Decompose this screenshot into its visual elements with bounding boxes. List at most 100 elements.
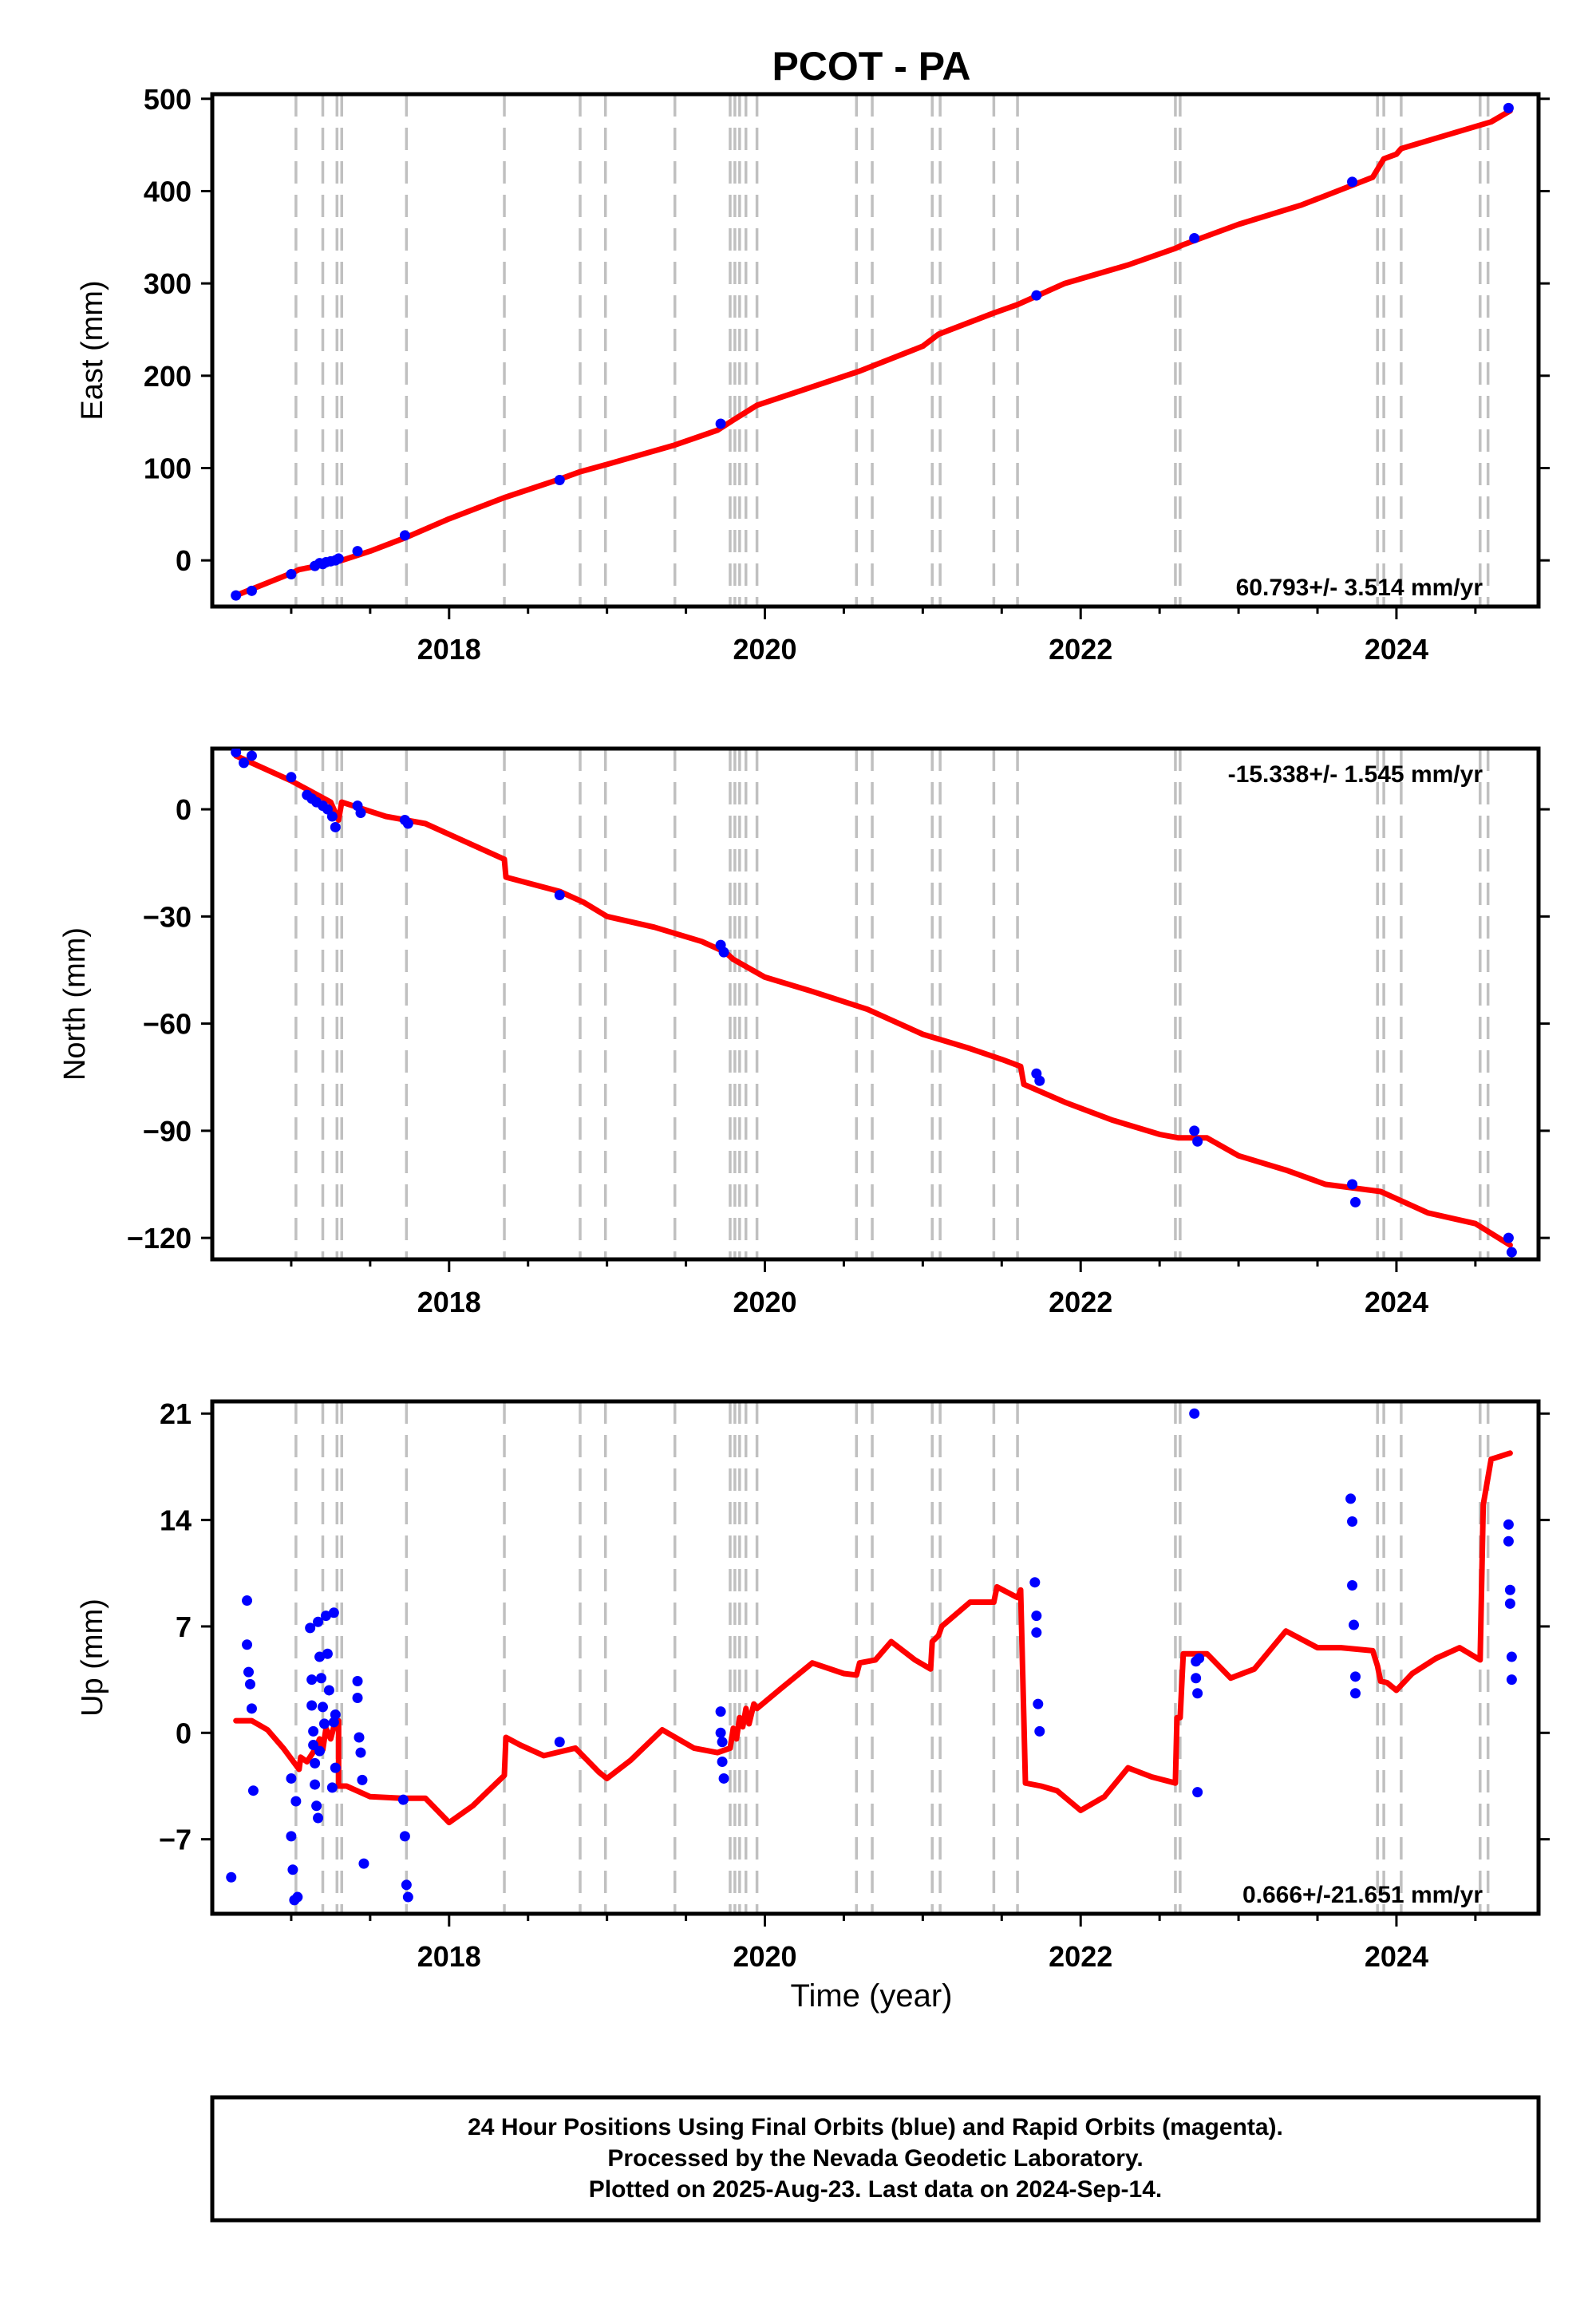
up-data-point (330, 1709, 341, 1720)
up-xtick-label: 2024 (1365, 1940, 1428, 1973)
north-data-point (239, 757, 250, 769)
east-data-layer (231, 102, 1514, 601)
up-data-point (243, 1666, 255, 1678)
up-data-layer (226, 1408, 1517, 1906)
east-data-point (1503, 102, 1514, 113)
north-data-point (1349, 1196, 1361, 1207)
north-data-point (1347, 1179, 1358, 1190)
up-xtick-label: 2022 (1049, 1940, 1112, 1973)
up-data-point (323, 1685, 334, 1696)
east-ytick-label: 100 (144, 452, 192, 484)
north-ytick-label: −120 (127, 1222, 192, 1255)
east-ytick-label: 0 (176, 544, 192, 577)
up-panel: 21 14 7 0 −7 2018 2020 2022 2024 Up (mm) 0.666+/-2… (76, 1397, 1550, 1973)
east-data-point (246, 585, 257, 596)
east-panel: 0 100 200 300 400 500 2018 2020 2022 2024 East (mm… (76, 83, 1550, 666)
up-data-point (1349, 1671, 1361, 1682)
east-ytick-label: 500 (144, 83, 192, 116)
north-data-point (231, 749, 242, 757)
up-data-point (314, 1651, 326, 1662)
up-data-point (715, 1706, 726, 1717)
up-data-point (286, 1773, 297, 1784)
east-xtick-label: 2022 (1049, 633, 1112, 666)
north-data-layer (231, 749, 1517, 1258)
up-data-point (246, 1703, 257, 1714)
north-data-point (330, 821, 341, 832)
up-data-point (316, 1673, 327, 1684)
north-data-point (1034, 1075, 1045, 1086)
up-data-point (355, 1747, 366, 1758)
east-data-point (231, 590, 242, 601)
north-y-axis-label: North (mm) (58, 927, 92, 1081)
north-data-point (402, 818, 413, 829)
up-data-point (310, 1757, 321, 1769)
up-data-point (318, 1718, 330, 1729)
up-data-point (305, 1622, 316, 1634)
east-xtick-label: 2018 (417, 633, 481, 666)
up-data-point (717, 1756, 728, 1767)
up-data-point (1031, 1611, 1042, 1622)
up-data-point (322, 1648, 333, 1659)
up-data-point (357, 1774, 368, 1785)
east-xtick-label: 2024 (1365, 633, 1428, 666)
up-frame (210, 1399, 1541, 1916)
east-data-point (1031, 290, 1042, 301)
up-data-point (1504, 1598, 1515, 1609)
up-data-point (328, 1607, 339, 1618)
up-y-axis-label: Up (mm) (76, 1599, 109, 1717)
up-data-point (1194, 1653, 1205, 1664)
east-data-point (1189, 232, 1200, 243)
up-data-point (1034, 1725, 1045, 1737)
up-data-point (1345, 1493, 1357, 1504)
north-data-point (286, 772, 297, 783)
up-data-point (399, 1831, 410, 1842)
east-data-point (286, 569, 297, 580)
up-ytick-label: 7 (176, 1611, 192, 1643)
footer-box: 24 Hour Positions Using Final Orbits (bl… (210, 2095, 1541, 2223)
north-data-point (1506, 1247, 1517, 1258)
up-data-point (1503, 1519, 1514, 1530)
chart-title: PCOT - PA (772, 44, 970, 89)
up-data-point (320, 1611, 331, 1622)
north-data-point (246, 750, 257, 761)
up-data-point (286, 1831, 297, 1842)
up-data-point (402, 1891, 413, 1903)
up-data-point (1506, 1674, 1517, 1686)
north-data-point (554, 889, 565, 900)
up-data-point (1031, 1627, 1042, 1638)
up-data-point (330, 1762, 341, 1773)
east-data-point (399, 530, 410, 541)
up-data-point (1349, 1619, 1360, 1630)
up-data-point (718, 1773, 729, 1784)
east-ytick-label: 400 (144, 175, 192, 207)
east-data-point (554, 475, 565, 486)
east-frame (210, 92, 1541, 609)
north-data-point (355, 808, 366, 819)
east-ytick-label: 300 (144, 267, 192, 300)
north-xtick-label: 2022 (1049, 1286, 1112, 1318)
up-data-point (306, 1700, 318, 1711)
north-data-point (1192, 1136, 1203, 1147)
north-xtick-label: 2020 (733, 1286, 796, 1318)
north-ytick-label: −60 (143, 1008, 192, 1041)
north-xtick-label: 2024 (1365, 1286, 1428, 1318)
up-data-point (306, 1674, 318, 1686)
up-data-point (247, 1785, 259, 1796)
east-y-axis-label: East (mm) (76, 280, 109, 420)
up-ytick-label: 21 (160, 1397, 192, 1430)
up-data-point (1347, 1516, 1358, 1527)
up-data-point (715, 1727, 726, 1738)
up-data-point (401, 1879, 412, 1891)
north-data-point (718, 947, 729, 958)
up-ytick-label: 0 (176, 1717, 192, 1749)
north-rate-label: -15.338+/- 1.545 mm/yr (1228, 761, 1483, 788)
footer-line-3: Plotted on 2025-Aug-23. Last data on 202… (589, 2176, 1163, 2203)
up-rate-label: 0.666+/-21.651 mm/yr (1242, 1882, 1483, 1908)
up-data-point (313, 1616, 324, 1627)
up-data-point (1192, 1787, 1203, 1798)
up-data-point (242, 1639, 253, 1650)
footer-line-2: Processed by the Nevada Geodetic Laborat… (607, 2145, 1143, 2172)
up-data-point (1347, 1580, 1358, 1591)
up-data-point (313, 1812, 324, 1824)
footer-line-1: 24 Hour Positions Using Final Orbits (bl… (468, 2114, 1283, 2140)
